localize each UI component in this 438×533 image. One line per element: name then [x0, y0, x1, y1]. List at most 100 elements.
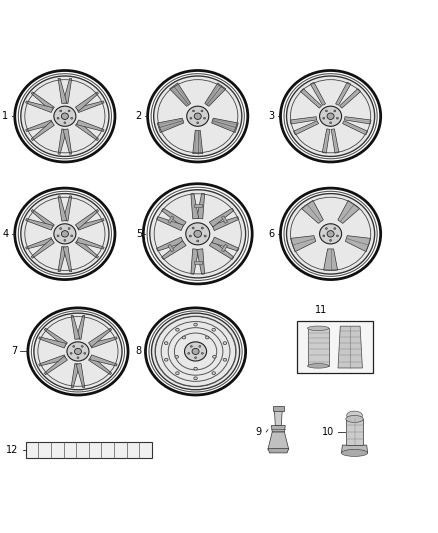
Polygon shape: [88, 328, 112, 347]
Polygon shape: [44, 356, 67, 375]
Polygon shape: [63, 78, 72, 103]
Ellipse shape: [190, 117, 192, 119]
Polygon shape: [274, 409, 282, 425]
Ellipse shape: [68, 228, 70, 229]
Ellipse shape: [330, 122, 332, 124]
Polygon shape: [338, 326, 362, 368]
Polygon shape: [39, 355, 66, 366]
Ellipse shape: [323, 117, 325, 119]
Ellipse shape: [34, 313, 122, 390]
Polygon shape: [191, 249, 199, 274]
Polygon shape: [75, 209, 99, 229]
Ellipse shape: [212, 328, 215, 331]
Ellipse shape: [164, 358, 168, 361]
Polygon shape: [77, 238, 104, 249]
Ellipse shape: [150, 190, 246, 278]
Polygon shape: [290, 117, 317, 124]
Polygon shape: [63, 247, 72, 272]
Ellipse shape: [71, 235, 73, 237]
Polygon shape: [209, 208, 234, 227]
Polygon shape: [88, 356, 112, 375]
Ellipse shape: [213, 356, 216, 358]
Polygon shape: [77, 120, 104, 132]
Polygon shape: [26, 238, 53, 249]
Polygon shape: [197, 249, 205, 274]
Polygon shape: [26, 219, 53, 230]
Ellipse shape: [201, 110, 203, 112]
Polygon shape: [342, 445, 367, 453]
Text: 9: 9: [256, 427, 262, 437]
Bar: [297, 321, 373, 373]
Ellipse shape: [336, 117, 339, 119]
Bar: [307, 328, 329, 366]
Polygon shape: [212, 216, 239, 231]
Ellipse shape: [204, 235, 206, 237]
Ellipse shape: [223, 358, 226, 361]
Polygon shape: [58, 78, 67, 103]
Ellipse shape: [182, 336, 186, 339]
Polygon shape: [212, 118, 238, 133]
Polygon shape: [339, 88, 360, 108]
Ellipse shape: [21, 76, 109, 157]
Ellipse shape: [347, 411, 362, 420]
Ellipse shape: [191, 345, 192, 348]
Ellipse shape: [320, 224, 342, 244]
Polygon shape: [222, 216, 228, 223]
Polygon shape: [26, 120, 53, 132]
Ellipse shape: [74, 349, 81, 354]
Polygon shape: [157, 118, 184, 133]
Ellipse shape: [194, 323, 197, 326]
Polygon shape: [31, 239, 54, 258]
Ellipse shape: [54, 106, 76, 126]
Ellipse shape: [201, 352, 203, 354]
Polygon shape: [90, 355, 117, 366]
Ellipse shape: [336, 235, 339, 237]
Ellipse shape: [61, 231, 68, 237]
Ellipse shape: [84, 352, 86, 354]
Ellipse shape: [327, 231, 334, 237]
Bar: [26, 442, 152, 458]
Polygon shape: [75, 92, 99, 111]
Polygon shape: [63, 196, 72, 221]
Ellipse shape: [57, 235, 59, 237]
Polygon shape: [58, 196, 67, 221]
Text: 6: 6: [268, 229, 275, 239]
Ellipse shape: [187, 106, 209, 126]
Polygon shape: [75, 122, 99, 141]
Polygon shape: [346, 236, 371, 252]
Polygon shape: [90, 337, 117, 348]
Ellipse shape: [77, 357, 79, 359]
Ellipse shape: [286, 76, 374, 157]
Ellipse shape: [71, 117, 73, 119]
Polygon shape: [168, 244, 174, 252]
Ellipse shape: [184, 342, 207, 361]
Ellipse shape: [342, 449, 367, 456]
Polygon shape: [197, 193, 205, 219]
Ellipse shape: [176, 372, 179, 375]
Polygon shape: [268, 432, 289, 449]
Polygon shape: [76, 364, 85, 387]
Ellipse shape: [60, 110, 62, 112]
Text: 10: 10: [322, 427, 334, 437]
Polygon shape: [71, 364, 80, 387]
Ellipse shape: [204, 117, 205, 119]
Polygon shape: [77, 219, 104, 230]
Ellipse shape: [194, 113, 201, 119]
Ellipse shape: [223, 342, 226, 344]
Polygon shape: [168, 216, 174, 223]
Ellipse shape: [176, 328, 179, 331]
Ellipse shape: [67, 342, 89, 361]
Polygon shape: [44, 328, 67, 347]
Ellipse shape: [320, 106, 342, 126]
Polygon shape: [156, 216, 184, 231]
Polygon shape: [31, 122, 54, 141]
Ellipse shape: [327, 113, 334, 119]
Ellipse shape: [60, 228, 62, 229]
Polygon shape: [63, 129, 72, 154]
Polygon shape: [331, 129, 339, 153]
Polygon shape: [291, 236, 316, 252]
Polygon shape: [272, 425, 285, 432]
Ellipse shape: [54, 224, 76, 244]
Text: 5: 5: [136, 229, 142, 239]
Ellipse shape: [201, 227, 203, 229]
